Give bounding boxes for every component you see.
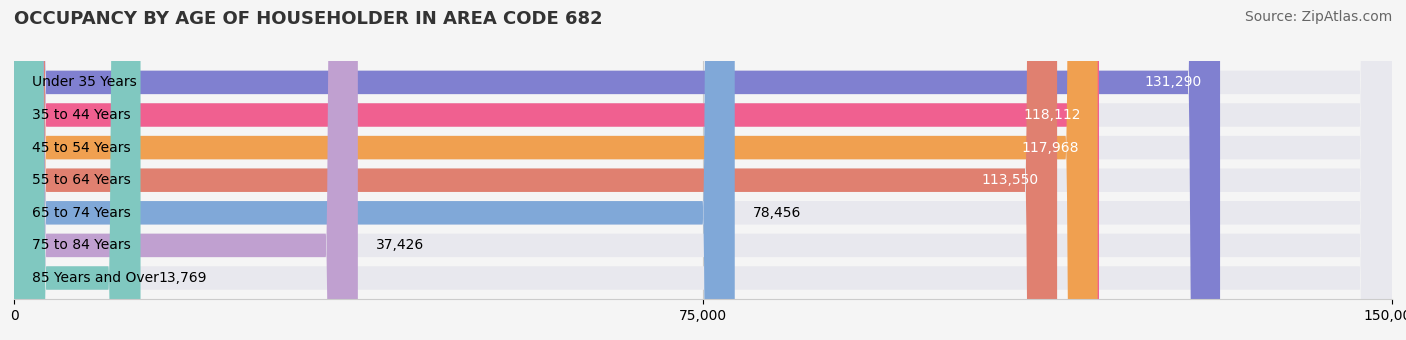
Text: 35 to 44 Years: 35 to 44 Years bbox=[32, 108, 131, 122]
FancyBboxPatch shape bbox=[14, 0, 1392, 340]
Text: 117,968: 117,968 bbox=[1022, 141, 1080, 155]
FancyBboxPatch shape bbox=[14, 0, 359, 340]
Text: 37,426: 37,426 bbox=[377, 238, 425, 252]
Text: 13,769: 13,769 bbox=[159, 271, 208, 285]
FancyBboxPatch shape bbox=[14, 0, 1392, 340]
FancyBboxPatch shape bbox=[14, 0, 735, 340]
FancyBboxPatch shape bbox=[14, 0, 1392, 340]
FancyBboxPatch shape bbox=[14, 0, 1392, 340]
Text: 118,112: 118,112 bbox=[1024, 108, 1081, 122]
FancyBboxPatch shape bbox=[14, 0, 1392, 340]
Text: 78,456: 78,456 bbox=[754, 206, 801, 220]
FancyBboxPatch shape bbox=[14, 0, 1098, 340]
FancyBboxPatch shape bbox=[14, 0, 1392, 340]
Text: 131,290: 131,290 bbox=[1144, 75, 1202, 89]
Text: 65 to 74 Years: 65 to 74 Years bbox=[32, 206, 131, 220]
FancyBboxPatch shape bbox=[14, 0, 1392, 340]
Text: 113,550: 113,550 bbox=[981, 173, 1039, 187]
Text: Source: ZipAtlas.com: Source: ZipAtlas.com bbox=[1244, 10, 1392, 24]
FancyBboxPatch shape bbox=[14, 0, 1220, 340]
FancyBboxPatch shape bbox=[14, 0, 1099, 340]
Text: 75 to 84 Years: 75 to 84 Years bbox=[32, 238, 131, 252]
Text: 45 to 54 Years: 45 to 54 Years bbox=[32, 141, 131, 155]
FancyBboxPatch shape bbox=[14, 0, 141, 340]
Text: OCCUPANCY BY AGE OF HOUSEHOLDER IN AREA CODE 682: OCCUPANCY BY AGE OF HOUSEHOLDER IN AREA … bbox=[14, 10, 603, 28]
Text: 55 to 64 Years: 55 to 64 Years bbox=[32, 173, 131, 187]
Text: Under 35 Years: Under 35 Years bbox=[32, 75, 138, 89]
Text: 85 Years and Over: 85 Years and Over bbox=[32, 271, 159, 285]
FancyBboxPatch shape bbox=[14, 0, 1057, 340]
